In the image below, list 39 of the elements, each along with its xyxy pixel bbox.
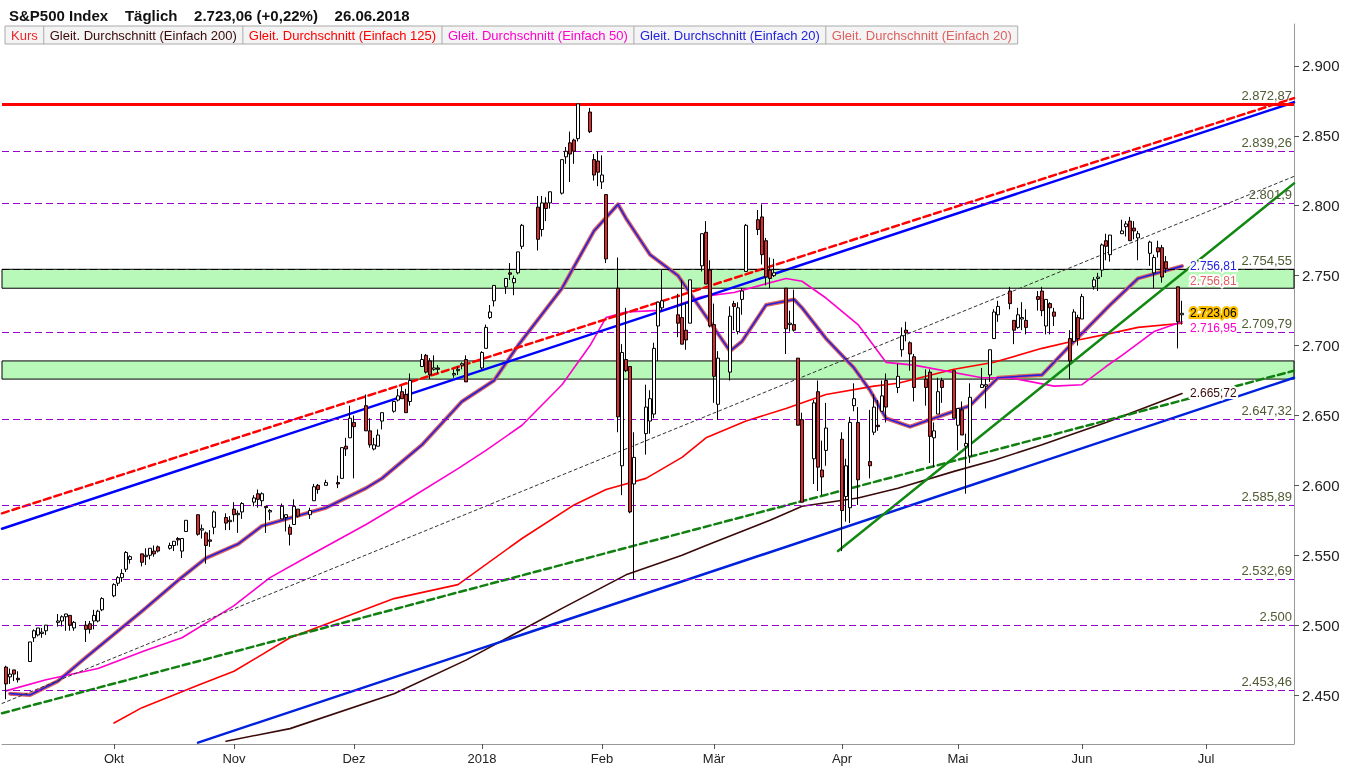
x-tick-label: 2018 — [467, 751, 497, 766]
y-tick-label: 2.650 — [1302, 406, 1340, 424]
x-tick-label: Mai — [947, 751, 969, 766]
annotation: 2.723,06 — [1190, 306, 1238, 321]
ref-line-label: 2.585,89 — [1241, 489, 1292, 505]
x-tick-label: Jul — [1197, 751, 1215, 766]
annotation: 2.716,95 — [1190, 321, 1238, 336]
y-tick-label: 2.900 — [1302, 57, 1340, 75]
x-tick-label: Nov — [222, 751, 247, 766]
ref-line-label: 2.532,69 — [1241, 563, 1292, 579]
ref-line-label: 2.872,87 — [1241, 87, 1292, 103]
y-tick-label: 2.850 — [1302, 127, 1340, 145]
ref-line-label: 2.647,32 — [1241, 403, 1292, 419]
x-tick-label: Jun — [1071, 751, 1093, 766]
text: Gleit. Durchschnitt (Einfach 50) — [448, 27, 628, 43]
x-tick-label: Okt — [103, 751, 125, 766]
x-tick-label: Apr — [831, 751, 853, 766]
annotation: 2.756,81 — [1190, 274, 1238, 289]
text: Gleit. Durchschnitt (Einfach 125) — [248, 27, 437, 43]
text: Gleit. Durchschnitt (Einfach 200) — [49, 27, 237, 43]
x-tick-label: Feb — [590, 751, 614, 766]
y-tick-label: 2.750 — [1302, 267, 1340, 285]
ref-line-label: 2.754,55 — [1241, 253, 1292, 269]
ref-line-label: 2.839,26 — [1241, 134, 1292, 150]
text: Gleit. Durchschnitt (Einfach 20) — [639, 27, 820, 43]
y-tick-label: 2.700 — [1302, 337, 1340, 355]
y-tick-label: 2.500 — [1302, 616, 1340, 634]
x-tick-label: Mär — [702, 751, 726, 766]
text: Kurs — [11, 27, 39, 43]
y-tick-label: 2.600 — [1302, 476, 1340, 494]
y-tick-label: 2.550 — [1302, 546, 1340, 564]
ref-line-label: 2.709,79 — [1241, 315, 1292, 331]
y-tick-label: 2.450 — [1302, 686, 1340, 704]
x-tick-label: Dez — [342, 751, 366, 766]
ref-line-label: 2.453,46 — [1241, 674, 1292, 690]
ref-line-label: 2.500 — [1259, 609, 1292, 625]
y-tick-label: 2.800 — [1302, 197, 1340, 215]
text: Gleit. Durchschnitt (Einfach 20) — [831, 27, 1012, 43]
chart-title: S&P500 Index Täglich 2.723,06 (+0,22%) 26.06.2018 — [9, 7, 410, 24]
